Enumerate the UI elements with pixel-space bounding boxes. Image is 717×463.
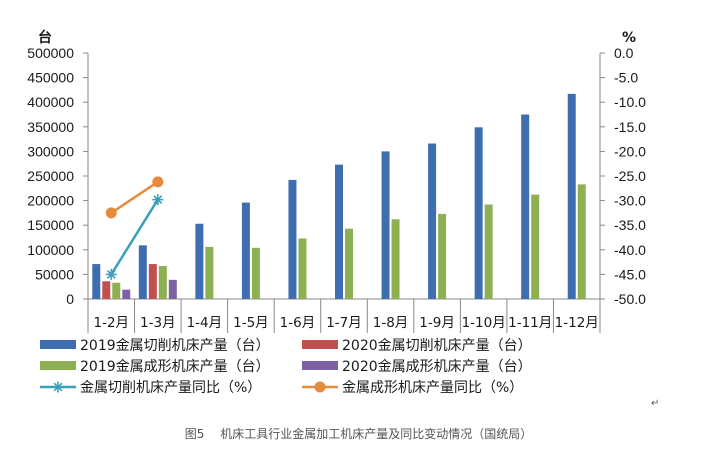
right-tick-label: -25.0 [614, 168, 646, 184]
left-tick-label: 500000 [27, 45, 74, 61]
legend-label: 2019金属切削机床产量（台） [80, 338, 270, 354]
bar [521, 114, 530, 299]
bar [168, 279, 177, 299]
legend: 2019金属切削机床产量（台） 2020金属切削机床产量（台） 2019金属成形机床… [40, 338, 532, 396]
bar [438, 213, 447, 299]
figure-caption: 图5 机床工具行业金属加工机床产量及同比变动情况（国统局） [184, 427, 533, 441]
right-tick-label: -20.0 [614, 143, 646, 159]
left-tick-label: 0 [66, 291, 74, 307]
bars-group [92, 93, 586, 300]
bar [577, 184, 586, 299]
right-tick-label: -35.0 [614, 217, 646, 233]
left-tick-label: 350000 [27, 119, 74, 135]
bar [112, 282, 121, 299]
left-tick-label: 100000 [27, 242, 74, 258]
right-tick-label: -5.0 [614, 70, 638, 86]
left-tick-label: 250000 [27, 168, 74, 184]
bar [345, 228, 353, 299]
series-line [110, 198, 159, 276]
legend-label: 2020金属切削机床产量（台） [342, 338, 532, 354]
bar [531, 194, 540, 299]
right-tick-label: -45.0 [614, 266, 646, 282]
legend-marker [314, 381, 326, 393]
legend-swatch [40, 340, 76, 349]
category-label: 1-11月 [508, 315, 552, 331]
right-tick-label: -10.0 [614, 94, 646, 110]
bar [298, 238, 307, 299]
point-marker [105, 207, 117, 219]
bar [335, 164, 343, 299]
point-marker [105, 268, 117, 280]
bar [474, 127, 483, 300]
point-marker [152, 194, 164, 206]
right-tick-label: -40.0 [614, 242, 646, 258]
category-labels: 1-2月 1-3月 1-4月 1-5月 1-6月 1-7月 1-8月 1-9月 1-10月 1-1… [87, 299, 601, 333]
bar [381, 151, 390, 299]
legend-swatch [302, 340, 338, 349]
legend-label: 2020金属成形机床产量（台） [342, 359, 532, 375]
bar [391, 219, 400, 299]
left-axis-ticks: 0 50000 100000 150000 200000 250000 300000 3500… [27, 45, 88, 307]
bar [567, 93, 576, 299]
bar [158, 266, 167, 299]
bar [484, 204, 493, 299]
legend-label: 2019金属成形机床产量（台） [80, 359, 270, 375]
category-label: 1-10月 [462, 315, 506, 331]
category-label: 1-8月 [373, 315, 409, 331]
left-tick-label: 150000 [27, 217, 74, 233]
category-label: 1-9月 [419, 315, 455, 331]
bar [428, 143, 437, 299]
category-label: 1-12月 [555, 315, 599, 331]
point-marker [152, 176, 164, 188]
legend-label: 金属成形机床产量同比（%） [342, 380, 523, 396]
category-label: 1-3月 [140, 315, 176, 331]
legend-marker [52, 381, 64, 393]
left-tick-label: 400000 [27, 94, 74, 110]
bar [138, 245, 147, 299]
bar [241, 202, 250, 299]
left-tick-label: 450000 [27, 70, 74, 86]
stray-mark: ↵ [651, 398, 660, 409]
left-tick-label: 300000 [27, 143, 74, 159]
category-label: 1-6月 [280, 315, 316, 331]
right-tick-label: -30.0 [614, 193, 646, 209]
bar [122, 289, 131, 299]
right-axis-ticks: -50.0 -45.0 -40.0 -35.0 -30.0 -25.0 -20.0 -15.0… [600, 45, 646, 307]
category-label: 1-7月 [326, 315, 362, 331]
right-axis-unit: % [622, 30, 636, 46]
bar [205, 246, 214, 299]
left-tick-label: 50000 [35, 266, 74, 282]
legend-swatch [40, 361, 76, 370]
right-tick-label: -15.0 [614, 119, 646, 135]
bar [251, 247, 260, 299]
bar [148, 264, 157, 299]
bar [288, 179, 297, 299]
series-line [110, 180, 159, 214]
left-tick-label: 200000 [27, 193, 74, 209]
bar [102, 281, 111, 299]
legend-label: 金属切削机床产量同比（%） [80, 380, 261, 396]
right-tick-label: 0.0 [614, 45, 634, 61]
legend-swatch [302, 361, 338, 370]
category-label: 1-4月 [187, 315, 223, 331]
lines-group [105, 176, 164, 280]
right-tick-label: -50.0 [614, 291, 646, 307]
category-label: 1-5月 [233, 315, 269, 331]
bar [92, 264, 101, 299]
bar [195, 223, 204, 299]
category-label: 1-2月 [93, 315, 129, 331]
left-axis-unit: 台 [38, 29, 52, 46]
